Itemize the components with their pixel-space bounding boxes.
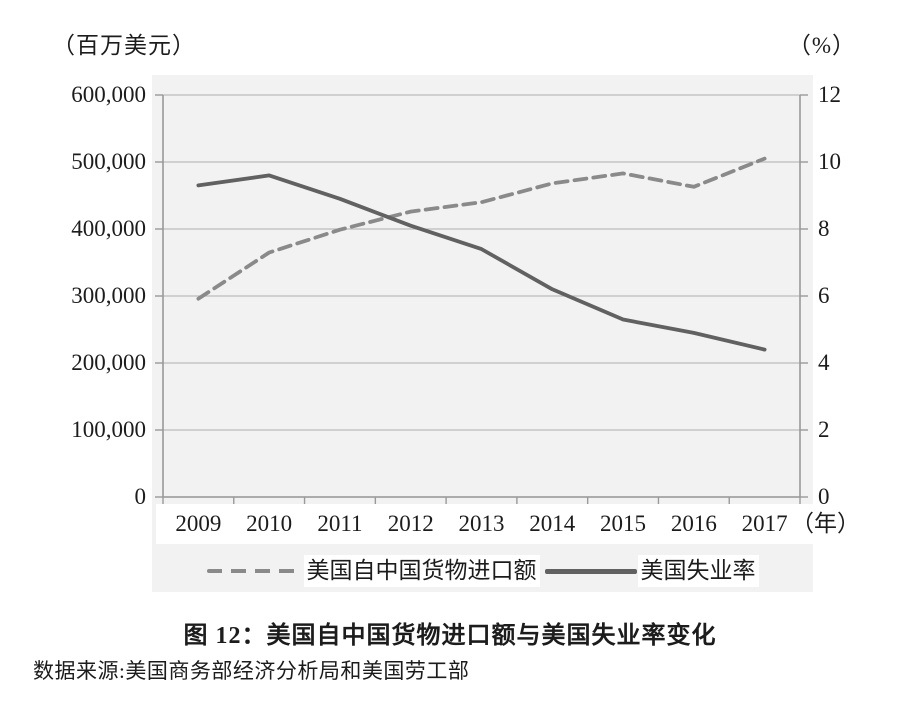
left-axis-tick-label: 300,000	[71, 283, 146, 308]
left-axis-tick-label: 200,000	[71, 350, 146, 375]
x-axis-tick-label: 2012	[387, 511, 434, 536]
x-axis-tick-label: 2014	[529, 511, 576, 536]
right-axis-tick-label: 6	[818, 283, 830, 308]
legend-label-unemployment: 美国失业率	[637, 555, 759, 587]
left-axis-unit-label: （百万美元）	[52, 33, 196, 58]
source-note: 数据来源:美国商务部经济分析局和美国劳工部	[33, 659, 470, 683]
left-axis-tick-label: 600,000	[71, 82, 146, 107]
right-axis-tick-label: 0	[818, 484, 830, 509]
x-axis-tick-label: 2017	[741, 511, 788, 536]
chart-legend: 美国自中国货物进口额 美国失业率	[152, 553, 813, 589]
x-axis-tick-label: 2016	[670, 511, 717, 536]
x-axis-tick-label: 2011	[317, 511, 363, 536]
right-axis-tick-label: 4	[818, 350, 830, 375]
right-axis-tick-label: 2	[818, 417, 830, 442]
x-axis-tick-label: 2015	[600, 511, 647, 536]
x-axis-unit-label: （年）	[791, 509, 860, 539]
series-line-1	[196, 173, 767, 352]
imports-dashed-line-sample	[206, 569, 303, 573]
x-axis-label-strip	[156, 504, 862, 544]
unemployment-solid-line-sample	[544, 568, 637, 574]
x-axis-tick-label: 2009	[175, 511, 222, 536]
series-line-0	[196, 156, 767, 301]
right-axis-tick-label: 12	[818, 82, 841, 107]
right-axis-tick-label: 8	[818, 216, 830, 241]
right-axis-tick-label: 10	[818, 149, 841, 174]
left-axis-tick-label: 400,000	[71, 216, 146, 241]
x-axis-tick-label: 2013	[458, 511, 505, 536]
left-axis-tick-label: 100,000	[71, 417, 146, 442]
left-axis-tick-label: 0	[134, 484, 147, 509]
x-axis-tick-label: 2010	[246, 511, 293, 536]
chart-caption: 图 12：美国自中国货物进口额与美国失业率变化	[183, 623, 717, 649]
legend-label-imports: 美国自中国货物进口额	[303, 555, 540, 587]
right-axis-unit-label: （%）	[787, 33, 856, 58]
left-axis-tick-label: 500,000	[71, 149, 146, 174]
